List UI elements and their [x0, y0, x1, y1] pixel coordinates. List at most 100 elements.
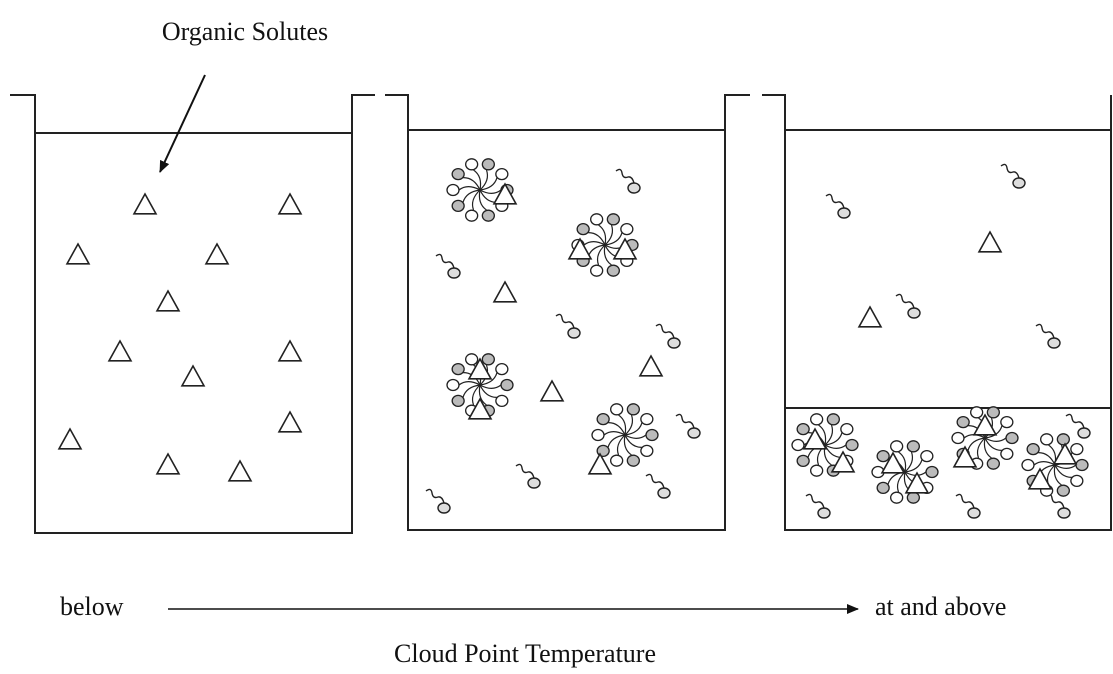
surfactant-tail [556, 314, 574, 328]
surfactant-head [438, 503, 450, 513]
surfactant-head [452, 169, 464, 180]
surfactant-head [971, 407, 983, 418]
surfactant-head [658, 488, 670, 498]
surfactant-head [818, 508, 830, 518]
micelle [872, 441, 938, 503]
surfactant-tail [616, 169, 634, 183]
diagram: Organic Solutes below at and above Cloud… [0, 0, 1113, 674]
surfactant-head [621, 224, 633, 235]
solute [589, 454, 611, 474]
surfactant-head [957, 417, 969, 428]
surfactant-head [877, 482, 889, 493]
surfactant-tail [584, 242, 605, 245]
surfactant-head [597, 414, 609, 425]
axis-label: Cloud Point Temperature [394, 639, 656, 668]
surfactant-head [1057, 485, 1069, 496]
surfactant-head [577, 224, 589, 235]
solute [541, 381, 563, 401]
surfactant-head [968, 508, 980, 518]
surfactant-head [1027, 444, 1039, 455]
solute [229, 461, 251, 481]
surfactant-head [611, 455, 623, 466]
pointer-arrow [160, 75, 205, 172]
surfactant-tail [656, 324, 674, 338]
surfactant-head [607, 265, 619, 276]
surfactant-head [921, 451, 933, 462]
solute [134, 194, 156, 214]
surfactant-tail [625, 415, 632, 435]
surfactant-head [1058, 508, 1070, 518]
surfactant-head [1071, 444, 1083, 455]
surfactant-head [827, 414, 839, 425]
surfactant-head [1076, 460, 1088, 471]
surfactant-head [448, 268, 460, 278]
solute [494, 282, 516, 302]
solute [640, 356, 662, 376]
surfactant-head [1001, 417, 1013, 428]
surfactant-tail [618, 435, 625, 455]
micelle [589, 404, 658, 474]
surfactant-tail [1066, 414, 1084, 428]
micelle [447, 354, 513, 419]
surfactant-tail [676, 414, 694, 428]
micelle [1022, 434, 1088, 496]
surfactant-head [841, 424, 853, 435]
micelle [447, 159, 516, 221]
surfactant-head [952, 433, 964, 444]
surfactant-tail [436, 254, 454, 268]
beaker-wall [10, 95, 375, 533]
surfactant-tail [1001, 164, 1019, 178]
surfactant-head [797, 424, 809, 435]
surfactant-head [987, 458, 999, 469]
surfactant-tail [605, 225, 612, 245]
surfactant-tail [825, 425, 832, 445]
solute [157, 454, 179, 474]
above-label: at and above [875, 592, 1006, 621]
surfactant-tail [473, 190, 480, 210]
surfactant-head [907, 492, 919, 503]
surfactant-head [627, 455, 639, 466]
surfactant-head [466, 159, 478, 170]
solute [859, 307, 881, 327]
surfactant-head [811, 465, 823, 476]
surfactant-head [1006, 433, 1018, 444]
micelle [952, 407, 1018, 469]
surfactant-head [838, 208, 850, 218]
surfactant-tail [516, 464, 534, 478]
surfactant-tail [480, 170, 487, 190]
surfactant-head [1057, 434, 1069, 445]
surfactant-head [811, 414, 823, 425]
surfactant-head [452, 395, 464, 406]
surfactant-tail [1055, 465, 1076, 468]
surfactant-head [627, 404, 639, 415]
beaker-2 [385, 95, 750, 530]
surfactant-tail [806, 494, 824, 508]
surfactant-tail [1048, 465, 1055, 485]
surfactant-tail [480, 190, 501, 193]
surfactant-head [891, 441, 903, 452]
surfactant-head [591, 214, 603, 225]
surfactant-head [607, 214, 619, 225]
surfactant-tail [826, 194, 844, 208]
surfactant-head [907, 441, 919, 452]
surfactant-head [797, 455, 809, 466]
surfactant-tail [604, 432, 625, 435]
solute [954, 447, 976, 467]
surfactant-head [1001, 448, 1013, 459]
solute [279, 194, 301, 214]
solute [279, 412, 301, 432]
surfactant-head [1071, 475, 1083, 486]
surfactant-tail [956, 494, 974, 508]
surfactant-head [877, 451, 889, 462]
surfactant-head [1048, 338, 1060, 348]
surfactant-tail [1034, 462, 1055, 465]
surfactant-head [591, 265, 603, 276]
below-label: below [60, 592, 124, 621]
surfactant-head [447, 185, 459, 196]
surfactant-head [846, 440, 858, 451]
surfactant-head [501, 380, 513, 391]
beaker-wall [385, 95, 750, 530]
surfactant-tail [480, 385, 501, 388]
surfactant-head [1022, 460, 1034, 471]
surfactant-head [496, 364, 508, 375]
